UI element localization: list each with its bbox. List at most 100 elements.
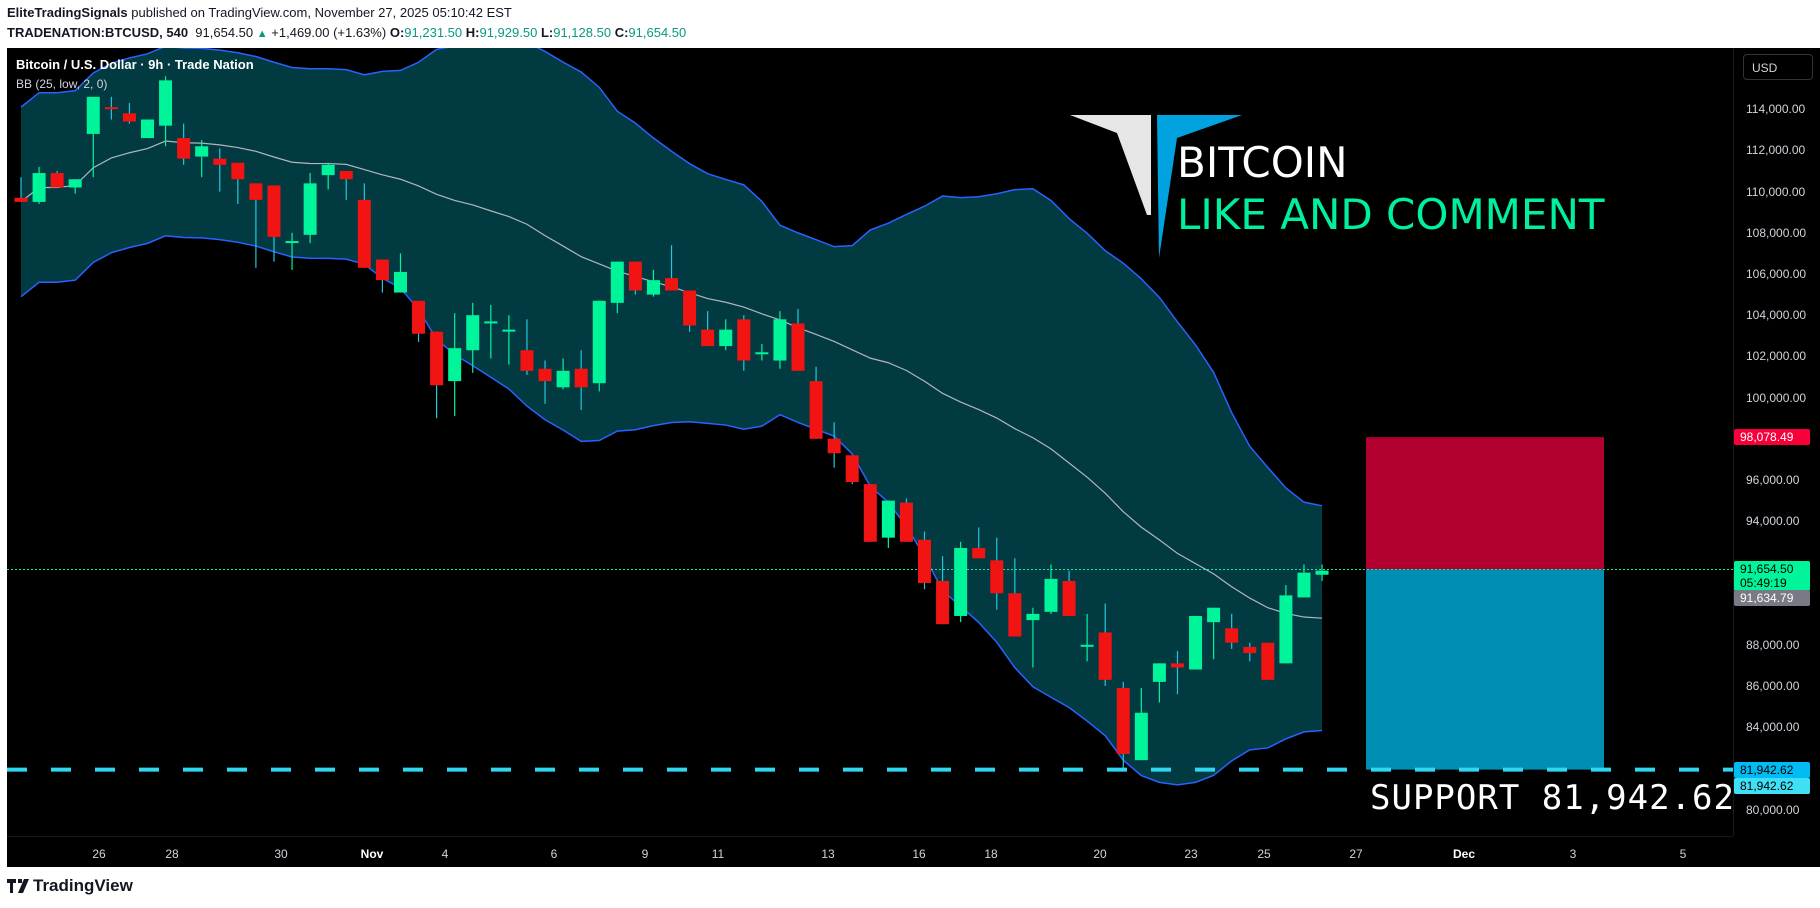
price-label: 114,000.00 xyxy=(1746,102,1806,117)
price-axis[interactable]: USD 114,000.00 112,000.00 110,000.00 108,00… xyxy=(1733,48,1820,836)
candle xyxy=(86,96,100,134)
candle xyxy=(68,179,82,188)
time-label: 27 xyxy=(1349,847,1363,861)
candle xyxy=(972,547,986,559)
candle xyxy=(1207,607,1221,623)
candle xyxy=(520,350,534,371)
candle xyxy=(1098,632,1112,680)
candle xyxy=(610,261,624,303)
candle xyxy=(448,348,462,382)
price-label: 86,000.00 xyxy=(1746,679,1800,693)
close-label: C: xyxy=(614,25,629,40)
candle xyxy=(845,455,859,483)
time-axis[interactable]: 26 28 30 Nov 4 6 9 11 13 16 18 20 23 25 27 Dec 3 5 xyxy=(7,836,1733,868)
candle xyxy=(574,368,588,388)
time-label: 13 xyxy=(821,847,835,861)
candle xyxy=(14,197,28,202)
candle xyxy=(1026,613,1040,621)
candle xyxy=(267,185,281,237)
ohlc-bar: TRADENATION:BTCUSD, 540 91,654.50 ▲ +1,4… xyxy=(7,25,686,40)
low-value: 91,128.50 xyxy=(553,25,612,40)
last-price-tag: 91,654.50 05:49:19 xyxy=(1734,560,1810,591)
candle xyxy=(918,539,931,583)
symbol: TRADENATION:BTCUSD, 540 xyxy=(7,25,189,40)
support-tag: 81,942.62 xyxy=(1734,761,1810,778)
price-label: 102,000.00 xyxy=(1746,349,1807,364)
candle xyxy=(303,183,317,235)
candle xyxy=(502,329,516,332)
candle xyxy=(1261,642,1275,680)
candle xyxy=(177,138,191,159)
price-label: 94,000.00 xyxy=(1746,514,1800,529)
publisher-name[interactable]: EliteTradingSignals xyxy=(7,5,128,20)
target-price-tag: 98,078.49 xyxy=(1734,429,1810,446)
candle xyxy=(213,158,227,165)
candle xyxy=(755,352,769,355)
time-label: 25 xyxy=(1257,847,1271,861)
candle xyxy=(1189,615,1203,670)
time-label: 5 xyxy=(1679,847,1687,861)
candle xyxy=(954,547,968,616)
price-label: 84,000.00 xyxy=(1746,720,1800,735)
time-label: 6 xyxy=(550,847,558,861)
publish-info: EliteTradingSignals published on Trading… xyxy=(7,5,512,20)
candle xyxy=(1044,578,1058,612)
price-label: 110,000.00 xyxy=(1746,184,1806,199)
candle xyxy=(1170,663,1184,668)
candle xyxy=(32,173,46,202)
candle xyxy=(592,300,606,384)
close-value: 91,654.50 xyxy=(628,25,687,40)
candle xyxy=(484,321,498,324)
candlestick-chart xyxy=(7,48,1733,786)
currency-button[interactable]: USD xyxy=(1743,54,1813,80)
candle xyxy=(683,290,697,326)
tradingview-icon xyxy=(7,879,29,893)
brand-name: TradingView xyxy=(33,876,133,895)
candle xyxy=(1134,712,1148,761)
legend-title[interactable]: Bitcoin / U.S. Dollar · 9h · Trade Natio… xyxy=(16,57,254,72)
bb-basis-tag: 91,634.79 xyxy=(1734,590,1810,607)
open-label: O: xyxy=(389,25,405,40)
candle xyxy=(646,280,660,295)
candle xyxy=(936,580,950,625)
price-label: 88,000.00 xyxy=(1746,637,1800,652)
price-label: 100,000.00 xyxy=(1746,390,1807,405)
overlay-title: BITCOIN xyxy=(1177,138,1348,187)
publish-date: published on TradingView.com, November 2… xyxy=(127,5,512,20)
candle xyxy=(375,259,389,281)
low-label: L: xyxy=(540,25,554,40)
candle xyxy=(249,183,263,200)
candle xyxy=(412,300,426,334)
candle xyxy=(1080,644,1094,647)
time-label: 16 xyxy=(912,847,926,861)
candle xyxy=(1297,572,1311,598)
price-label: 106,000.00 xyxy=(1746,267,1807,281)
chart-plot-area[interactable]: Bitcoin / U.S. Dollar · 9h · Trade Natio… xyxy=(7,48,1733,836)
candle xyxy=(628,261,642,291)
time-label: 9 xyxy=(641,847,649,861)
candle xyxy=(1315,570,1329,575)
candle xyxy=(140,119,154,139)
candle xyxy=(538,368,552,382)
candle xyxy=(773,319,787,361)
indicator-legend[interactable]: BB (25, low, 2, 0) xyxy=(16,77,108,91)
candle xyxy=(863,484,877,542)
time-label: 30 xyxy=(274,847,288,861)
time-label: 28 xyxy=(165,847,179,861)
candle xyxy=(122,113,136,122)
time-label: 4 xyxy=(441,847,449,861)
candle xyxy=(1116,688,1130,754)
time-label: 23 xyxy=(1184,847,1198,861)
candle xyxy=(881,500,895,538)
high-label: H: xyxy=(465,25,480,40)
candle xyxy=(1062,580,1076,616)
candle xyxy=(719,329,733,347)
candle xyxy=(321,164,335,176)
time-label: Dec xyxy=(1452,847,1476,861)
candle xyxy=(1008,593,1022,637)
candle xyxy=(809,381,823,439)
candle xyxy=(791,323,805,371)
candle xyxy=(430,331,444,386)
overlay-subtitle: LIKE AND COMMENT xyxy=(1177,190,1605,239)
time-label: Nov xyxy=(360,847,384,861)
